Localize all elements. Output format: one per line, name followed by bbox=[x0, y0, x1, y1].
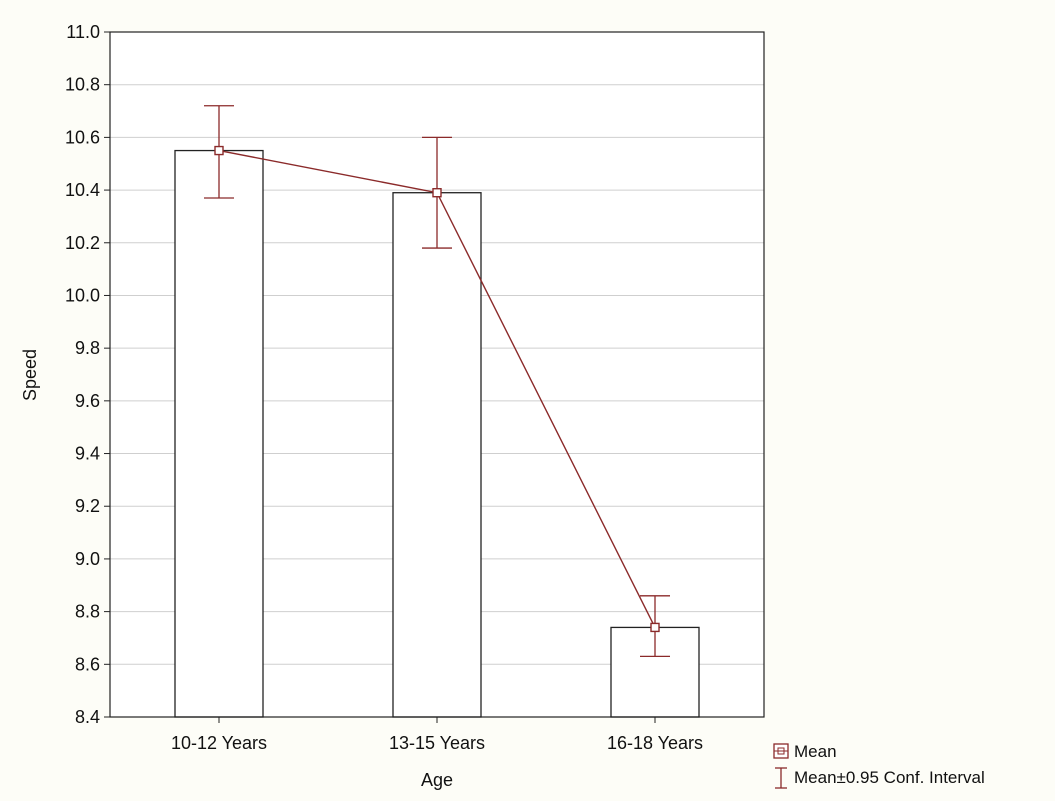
y-tick-label: 10.4 bbox=[65, 180, 100, 200]
legend-ci-label: Mean±0.95 Conf. Interval bbox=[794, 768, 985, 787]
legend-ci-marker bbox=[775, 767, 787, 789]
y-tick-label: 8.6 bbox=[75, 654, 100, 674]
y-tick-label: 8.8 bbox=[75, 602, 100, 622]
mean-marker bbox=[432, 188, 442, 198]
y-tick-label: 11.0 bbox=[66, 22, 100, 42]
y-tick-label: 10.0 bbox=[65, 285, 100, 305]
x-tick-label: 10-12 Years bbox=[171, 733, 267, 753]
y-tick-label: 10.8 bbox=[65, 75, 100, 95]
y-tick-label: 9.2 bbox=[75, 496, 100, 516]
x-axis-title: Age bbox=[421, 770, 453, 790]
mean-line bbox=[214, 145, 660, 633]
y-tick-label: 9.4 bbox=[75, 444, 100, 464]
legend-mean-label: Mean bbox=[794, 742, 837, 761]
bars bbox=[174, 149, 700, 718]
x-tick-labels: 10-12 Years 13-15 Years 16-18 Years bbox=[171, 717, 703, 753]
x-tick-label: 16-18 Years bbox=[607, 733, 703, 753]
mean-marker bbox=[214, 145, 224, 156]
legend: Mean Mean±0.95 Conf. Interval bbox=[773, 742, 985, 789]
y-tick-label: 9.8 bbox=[75, 338, 100, 358]
mean-marker bbox=[650, 622, 660, 633]
legend-mean-marker bbox=[773, 743, 789, 759]
y-tick-labels: 8.4 8.6 8.8 9.0 9.2 9.4 9.6 9.8 10.0 10.2 10.4 10.6… bbox=[65, 22, 110, 727]
bar bbox=[392, 192, 482, 718]
y-axis-title: Speed bbox=[20, 349, 40, 401]
x-tick-label: 13-15 Years bbox=[389, 733, 485, 753]
bar bbox=[174, 149, 264, 718]
y-tick-label: 10.6 bbox=[65, 127, 100, 147]
y-tick-label: 8.4 bbox=[75, 707, 100, 727]
y-tick-label: 9.0 bbox=[75, 549, 100, 569]
y-tick-label: 9.6 bbox=[75, 391, 100, 411]
y-tick-label: 10.2 bbox=[65, 233, 100, 253]
